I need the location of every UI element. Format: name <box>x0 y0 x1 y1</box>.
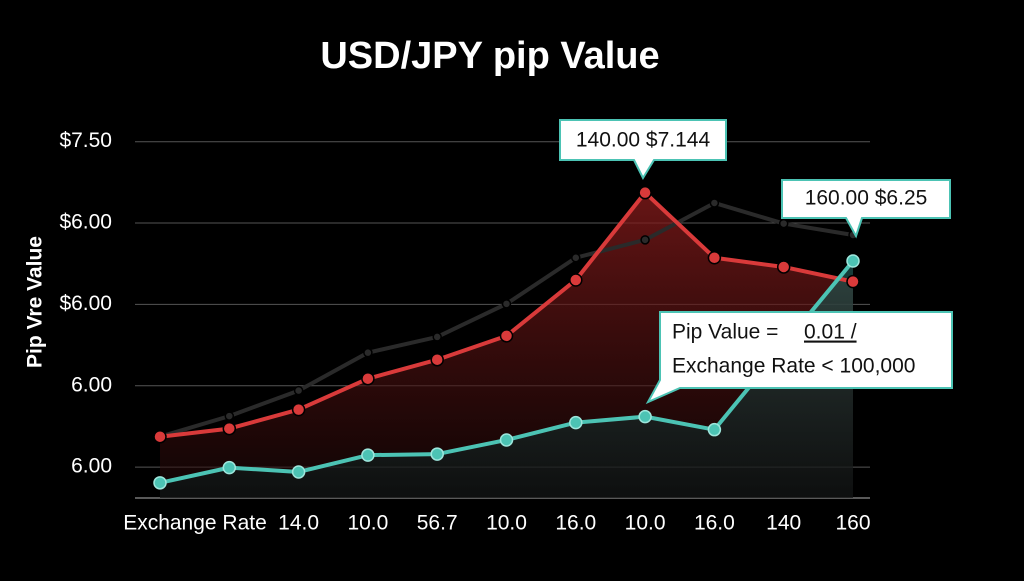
callout-box <box>781 179 951 239</box>
point <box>846 254 860 268</box>
formula-box <box>645 311 953 405</box>
point <box>709 198 720 208</box>
annotation: Exchange Rate < 100,000 <box>672 355 915 378</box>
point <box>291 402 306 417</box>
y-tick-label: $6.00 <box>59 292 112 315</box>
point <box>569 273 583 287</box>
point <box>363 347 373 358</box>
y-tick-label: 6.00 <box>71 455 112 478</box>
point <box>499 433 514 447</box>
point <box>361 371 375 386</box>
point <box>224 411 235 421</box>
y-tick-label: $7.50 <box>59 129 112 152</box>
point <box>291 465 306 479</box>
annotation: 140.00 $7.144 <box>576 129 711 152</box>
point <box>430 447 444 461</box>
point <box>776 260 791 274</box>
x-tick-label: 16.0 <box>694 512 735 535</box>
point <box>846 274 860 289</box>
point <box>293 385 304 396</box>
point <box>153 476 167 490</box>
point <box>569 415 583 430</box>
x-tick-label: 10.0 <box>486 512 527 535</box>
callout-box <box>559 119 727 181</box>
point <box>707 251 722 265</box>
x-tick-label: 10.0 <box>625 512 666 535</box>
point <box>499 329 514 343</box>
annotation: 160.00 $6.25 <box>805 187 928 210</box>
area <box>160 261 853 498</box>
annotation: Pip Value = <box>672 321 778 344</box>
annotations: 140.00 $7.144 160.00 $6.25 Pip Value = 0… <box>559 119 953 405</box>
annotation: 0.01 / <box>804 321 857 344</box>
point <box>222 421 237 436</box>
point <box>640 235 650 245</box>
x-tick-label: 56.7 <box>417 512 458 535</box>
chart-title: USD/JPY pip Value <box>320 35 659 77</box>
point <box>153 429 167 444</box>
point <box>571 253 581 263</box>
point <box>361 448 375 462</box>
point <box>501 299 512 309</box>
point <box>432 332 442 342</box>
x-tick-label: 14.0 <box>278 512 319 535</box>
y-tick-label: 6.00 <box>71 373 112 396</box>
y-tick-label: $6.00 <box>59 211 112 234</box>
x-tick-label: 160 <box>835 512 870 535</box>
point <box>638 409 652 424</box>
point <box>222 460 237 475</box>
x-axis-title: Exchange Rate <box>123 512 267 535</box>
point <box>430 352 444 367</box>
point <box>707 422 722 437</box>
point <box>778 218 789 229</box>
point <box>638 185 652 200</box>
x-tick-label: 140 <box>766 512 801 535</box>
x-tick-label: 10.0 <box>347 512 388 535</box>
x-tick-label: 16.0 <box>555 512 596 535</box>
y-axis-title: Pip Vre Value <box>24 236 47 368</box>
